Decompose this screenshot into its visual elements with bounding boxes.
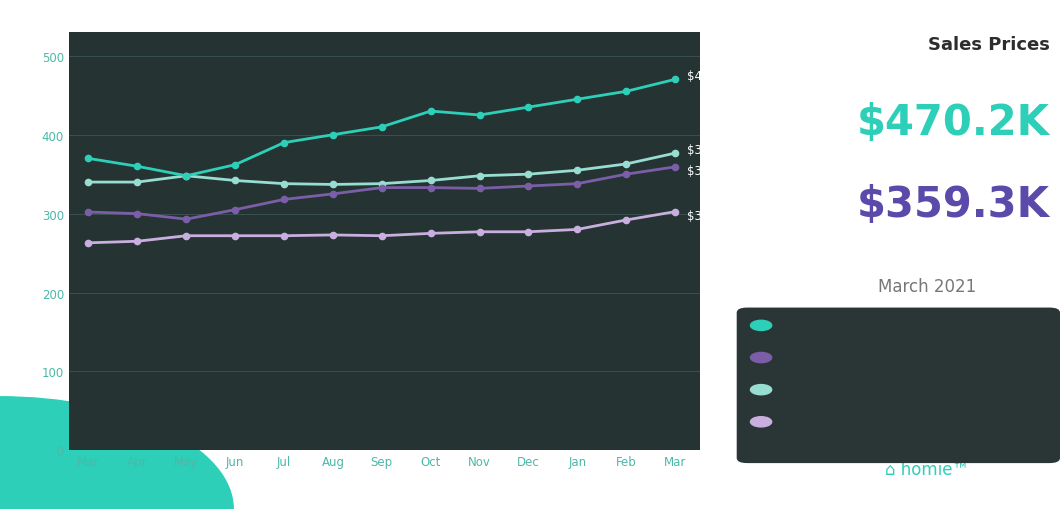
Text: Median Sales Price: Median Sales Price (779, 417, 877, 427)
Text: March 2021: March 2021 (879, 277, 976, 295)
Text: $376.7: $376.7 (687, 144, 728, 156)
Text: 2019-20: 2019-20 (1001, 385, 1044, 395)
Text: Median Sales Price: Median Sales Price (779, 353, 897, 363)
Text: |: | (904, 417, 908, 427)
Text: $470.2K: $470.2K (856, 102, 1049, 144)
Text: 2019-20: 2019-20 (1001, 417, 1044, 427)
Text: $359.3: $359.3 (687, 165, 728, 178)
Text: $359.3K: $359.3K (856, 183, 1049, 225)
Text: |: | (904, 385, 908, 395)
Text: $470.2: $470.2 (687, 70, 728, 83)
Text: ⌂ homie™: ⌂ homie™ (885, 461, 970, 478)
Text: $302.5: $302.5 (687, 210, 728, 222)
Text: 2020-21: 2020-21 (993, 321, 1044, 331)
Text: Average Sales Price: Average Sales Price (779, 321, 903, 331)
Text: |: | (904, 353, 908, 363)
Text: Average Sales Price: Average Sales Price (779, 385, 882, 395)
Text: |: | (904, 321, 908, 331)
Text: 2020-21: 2020-21 (993, 353, 1044, 363)
Text: Sales Prices: Sales Prices (928, 36, 1049, 53)
